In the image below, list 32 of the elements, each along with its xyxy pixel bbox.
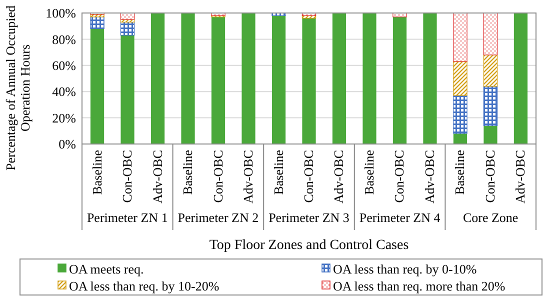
text: Perimeter ZN 3 [268,210,350,225]
x-tick-label: Adv-OBC [422,150,437,204]
text: Perimeter ZN 4 [359,210,441,225]
legend-label: OA meets req. [69,262,144,277]
x-tick-label: Con-OBC [392,150,407,203]
text: Perimeter ZN 1 [86,210,168,225]
y-tick-label: 60% [52,58,76,73]
y-tick-label: 100% [46,6,76,21]
text: Perimeter ZN 2 [178,210,259,225]
x-tick-label: Adv-OBC [150,150,165,204]
x-tick-label: Baseline [180,150,196,195]
x-tick-label: Baseline [452,150,468,195]
y-tick-label: 40% [52,84,76,100]
x-axis-title: Top Floor Zones and Control Cases [209,238,409,253]
y-axis-title: Percentage of Annual Occupied Operation Hours [3,5,32,170]
x-tick-label: Baseline [270,150,286,195]
y-tick-label: 80% [52,32,76,47]
x-tick-label: Con-OBC [482,150,498,203]
legend-label: OA less than req. by 10-20% [69,278,220,294]
x-tick-label: Con-OBC [210,150,226,203]
legend-label: OA less than req. by 0-10% [333,262,477,277]
y-tick-label: 0% [58,136,76,152]
x-tick-label: Con-OBC [120,150,135,203]
y-tick-label: 20% [52,110,76,126]
text: Core Zone [462,210,518,225]
x-tick-label: Con-OBC [301,150,316,203]
x-tick-label: Adv-OBC [512,150,528,204]
x-tick-label: Adv-OBC [240,150,256,204]
legend-label: OA less than req. more than 20% [333,278,506,294]
x-tick-label: Adv-OBC [331,150,346,204]
x-tick-label: Baseline [361,150,376,195]
x-tick-label: Baseline [89,150,104,195]
